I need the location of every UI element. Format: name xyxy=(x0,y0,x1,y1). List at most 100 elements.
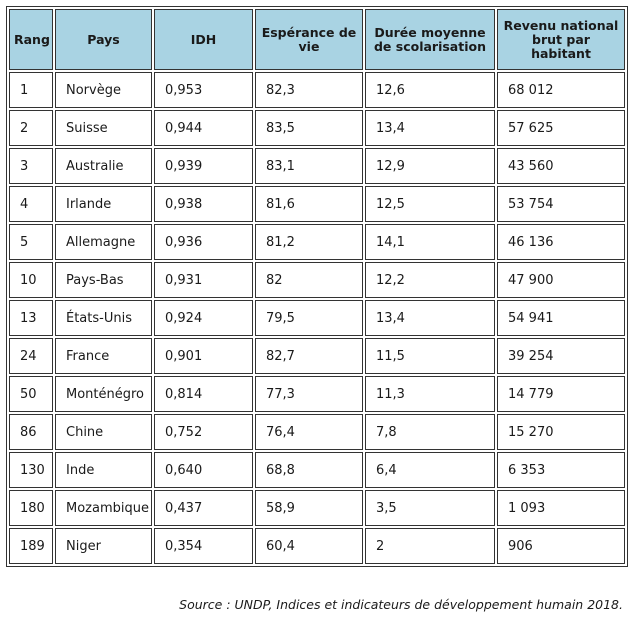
rang-cell: 86 xyxy=(9,414,53,450)
header-pays: Pays xyxy=(55,9,152,70)
table-row: 13 États-Unis 0,924 79,5 13,4 54 941 xyxy=(9,300,625,336)
pays-cell: États-Unis xyxy=(55,300,152,336)
scolarisation-cell: 12,9 xyxy=(365,148,495,184)
idh-cell: 0,640 xyxy=(154,452,253,488)
header-revenu-national-brut: Revenu national brut par habitant xyxy=(497,9,625,70)
pays-cell: Pays-Bas xyxy=(55,262,152,298)
scolarisation-cell: 14,1 xyxy=(365,224,495,260)
esperance-cell: 60,4 xyxy=(255,528,363,564)
scolarisation-cell: 11,3 xyxy=(365,376,495,412)
idh-cell: 0,944 xyxy=(154,110,253,146)
table-row: 24 France 0,901 82,7 11,5 39 254 xyxy=(9,338,625,374)
pays-cell: Suisse xyxy=(55,110,152,146)
idh-cell: 0,953 xyxy=(154,72,253,108)
esperance-cell: 77,3 xyxy=(255,376,363,412)
scolarisation-cell: 12,5 xyxy=(365,186,495,222)
table-row: 86 Chine 0,752 76,4 7,8 15 270 xyxy=(9,414,625,450)
revenu-cell: 47 900 xyxy=(497,262,625,298)
idh-cell: 0,939 xyxy=(154,148,253,184)
revenu-cell: 68 012 xyxy=(497,72,625,108)
pays-cell: Australie xyxy=(55,148,152,184)
pays-cell: Mozambique xyxy=(55,490,152,526)
rang-cell: 1 xyxy=(9,72,53,108)
scolarisation-cell: 13,4 xyxy=(365,110,495,146)
idh-cell: 0,901 xyxy=(154,338,253,374)
revenu-cell: 57 625 xyxy=(497,110,625,146)
rang-cell: 5 xyxy=(9,224,53,260)
esperance-cell: 79,5 xyxy=(255,300,363,336)
hdi-table-container: Rang Pays IDH Espérance de vie Durée moy… xyxy=(6,6,628,584)
scolarisation-cell: 7,8 xyxy=(365,414,495,450)
header-duree-scolarisation: Durée moyenne de scolarisation xyxy=(365,9,495,70)
table-row: 10 Pays-Bas 0,931 82 12,2 47 900 xyxy=(9,262,625,298)
pays-cell: Irlande xyxy=(55,186,152,222)
rang-cell: 10 xyxy=(9,262,53,298)
scolarisation-cell: 2 xyxy=(365,528,495,564)
esperance-cell: 82 xyxy=(255,262,363,298)
scolarisation-cell: 3,5 xyxy=(365,490,495,526)
idh-cell: 0,936 xyxy=(154,224,253,260)
table-row: 50 Monténégro 0,814 77,3 11,3 14 779 xyxy=(9,376,625,412)
table-row: 1 Norvège 0,953 82,3 12,6 68 012 xyxy=(9,72,625,108)
table-row: 130 Inde 0,640 68,8 6,4 6 353 xyxy=(9,452,625,488)
table-header-row: Rang Pays IDH Espérance de vie Durée moy… xyxy=(9,9,625,70)
table-row: 189 Niger 0,354 60,4 2 906 xyxy=(9,528,625,564)
idh-cell: 0,752 xyxy=(154,414,253,450)
revenu-cell: 6 353 xyxy=(497,452,625,488)
esperance-cell: 76,4 xyxy=(255,414,363,450)
header-idh: IDH xyxy=(154,9,253,70)
scolarisation-cell: 6,4 xyxy=(365,452,495,488)
rang-cell: 24 xyxy=(9,338,53,374)
rang-cell: 180 xyxy=(9,490,53,526)
table-row: 5 Allemagne 0,936 81,2 14,1 46 136 xyxy=(9,224,625,260)
revenu-cell: 906 xyxy=(497,528,625,564)
esperance-cell: 81,2 xyxy=(255,224,363,260)
idh-cell: 0,437 xyxy=(154,490,253,526)
idh-cell: 0,938 xyxy=(154,186,253,222)
pays-cell: Allemagne xyxy=(55,224,152,260)
scolarisation-cell: 12,6 xyxy=(365,72,495,108)
esperance-cell: 82,7 xyxy=(255,338,363,374)
esperance-cell: 83,5 xyxy=(255,110,363,146)
header-esperance-de-vie: Espérance de vie xyxy=(255,9,363,70)
table-row: 3 Australie 0,939 83,1 12,9 43 560 xyxy=(9,148,625,184)
esperance-cell: 68,8 xyxy=(255,452,363,488)
idh-cell: 0,814 xyxy=(154,376,253,412)
table-row: 2 Suisse 0,944 83,5 13,4 57 625 xyxy=(9,110,625,146)
rang-cell: 130 xyxy=(9,452,53,488)
esperance-cell: 81,6 xyxy=(255,186,363,222)
revenu-cell: 14 779 xyxy=(497,376,625,412)
revenu-cell: 15 270 xyxy=(497,414,625,450)
source-caption: Source : UNDP, Indices et indicateurs de… xyxy=(179,597,623,612)
esperance-cell: 82,3 xyxy=(255,72,363,108)
pays-cell: Monténégro xyxy=(55,376,152,412)
table-row: 180 Mozambique 0,437 58,9 3,5 1 093 xyxy=(9,490,625,526)
header-rang: Rang xyxy=(9,9,53,70)
revenu-cell: 1 093 xyxy=(497,490,625,526)
rang-cell: 2 xyxy=(9,110,53,146)
revenu-cell: 39 254 xyxy=(497,338,625,374)
pays-cell: Niger xyxy=(55,528,152,564)
revenu-cell: 53 754 xyxy=(497,186,625,222)
pays-cell: Inde xyxy=(55,452,152,488)
esperance-cell: 83,1 xyxy=(255,148,363,184)
pays-cell: Chine xyxy=(55,414,152,450)
revenu-cell: 46 136 xyxy=(497,224,625,260)
rang-cell: 3 xyxy=(9,148,53,184)
idh-cell: 0,931 xyxy=(154,262,253,298)
pays-cell: Norvège xyxy=(55,72,152,108)
scolarisation-cell: 11,5 xyxy=(365,338,495,374)
pays-cell: France xyxy=(55,338,152,374)
idh-cell: 0,354 xyxy=(154,528,253,564)
rang-cell: 189 xyxy=(9,528,53,564)
idh-cell: 0,924 xyxy=(154,300,253,336)
table-body: 1 Norvège 0,953 82,3 12,6 68 012 2 Suisse 0,944 8… xyxy=(9,72,625,564)
rang-cell: 13 xyxy=(9,300,53,336)
rang-cell: 4 xyxy=(9,186,53,222)
scolarisation-cell: 12,2 xyxy=(365,262,495,298)
hdi-table: Rang Pays IDH Espérance de vie Durée moy… xyxy=(6,6,628,567)
table-row: 4 Irlande 0,938 81,6 12,5 53 754 xyxy=(9,186,625,222)
revenu-cell: 54 941 xyxy=(497,300,625,336)
scolarisation-cell: 13,4 xyxy=(365,300,495,336)
esperance-cell: 58,9 xyxy=(255,490,363,526)
